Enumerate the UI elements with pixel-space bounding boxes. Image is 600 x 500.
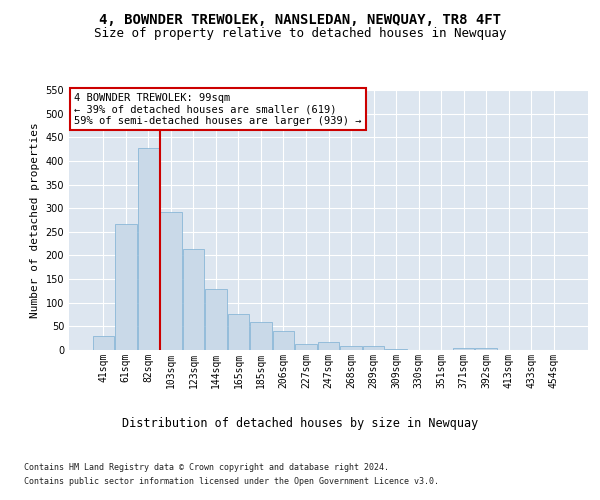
Bar [318,342,339,350]
Y-axis label: Number of detached properties: Number of detached properties [30,122,40,318]
Bar [205,288,227,350]
Bar [295,344,317,350]
Bar [137,148,159,350]
Text: Contains public sector information licensed under the Open Government Licence v3: Contains public sector information licen… [24,478,439,486]
Text: Distribution of detached houses by size in Newquay: Distribution of detached houses by size … [122,418,478,430]
Bar [92,336,114,350]
Bar [385,348,407,350]
Bar [363,346,384,350]
Text: 4, BOWNDER TREWOLEK, NANSLEDAN, NEWQUAY, TR8 4FT: 4, BOWNDER TREWOLEK, NANSLEDAN, NEWQUAY,… [99,12,501,26]
Bar [182,249,204,350]
Bar [453,348,475,350]
Bar [273,331,294,350]
Text: Contains HM Land Registry data © Crown copyright and database right 2024.: Contains HM Land Registry data © Crown c… [24,462,389,471]
Bar [475,348,497,350]
Bar [340,346,362,350]
Bar [115,224,137,350]
Bar [228,314,249,350]
Text: Size of property relative to detached houses in Newquay: Size of property relative to detached ho… [94,28,506,40]
Text: 4 BOWNDER TREWOLEK: 99sqm
← 39% of detached houses are smaller (619)
59% of semi: 4 BOWNDER TREWOLEK: 99sqm ← 39% of detac… [74,92,362,126]
Bar [250,322,272,350]
Bar [160,212,182,350]
